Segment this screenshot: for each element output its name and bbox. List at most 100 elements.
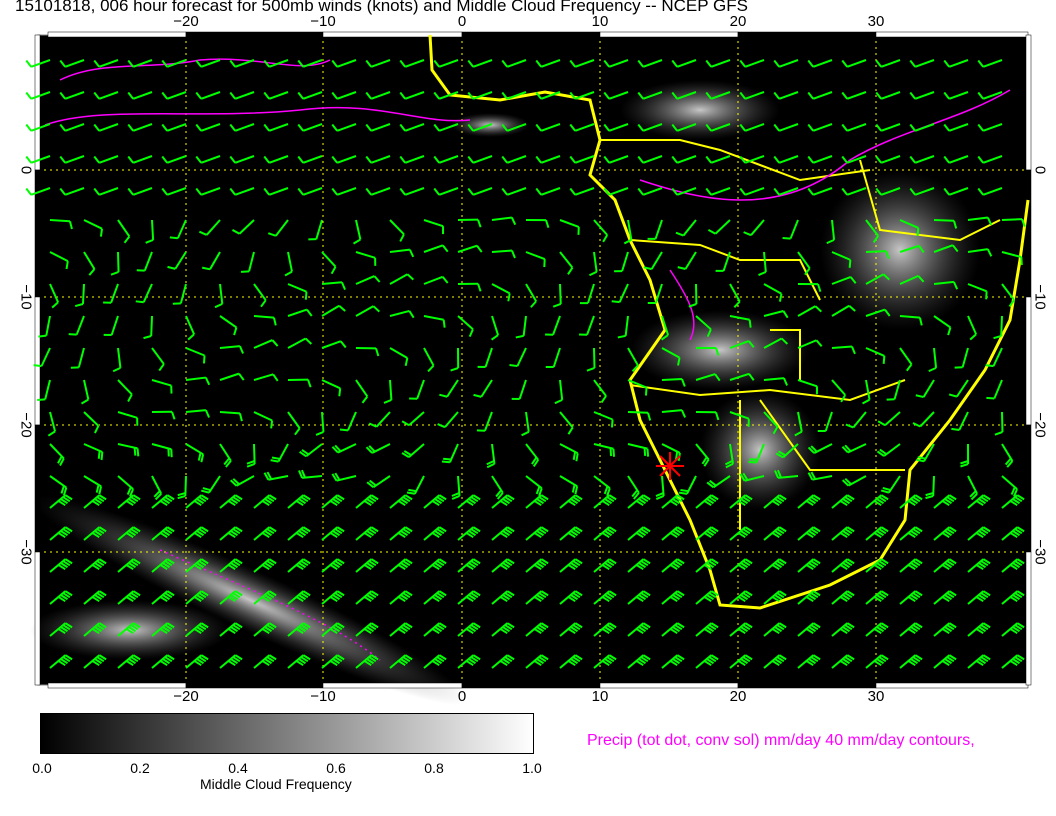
barb-staff (506, 91, 527, 100)
barb-feather (266, 656, 275, 663)
barb-staff (416, 379, 425, 400)
wind-barb (525, 590, 549, 605)
barb-feather (841, 187, 848, 196)
barb-feather (433, 187, 440, 196)
barb-staff (914, 91, 935, 100)
barb-feather (982, 590, 991, 597)
barb-feather (431, 500, 440, 507)
barb-feather (642, 622, 651, 629)
barb-staff (831, 526, 848, 541)
barb-staff (933, 347, 938, 368)
wind-barb (490, 315, 500, 341)
barb-feather (100, 451, 104, 461)
lon-scale-bar (461, 682, 601, 689)
wind-barb (841, 187, 867, 196)
barb-staff (661, 475, 665, 497)
barb-feather (978, 626, 987, 633)
barb-feather (229, 91, 236, 100)
barb-staff (559, 622, 576, 637)
barb-feather (472, 590, 481, 597)
barb-staff (1001, 443, 1014, 462)
barb-feather (907, 564, 916, 571)
barb-feather (846, 622, 855, 629)
barb-staff (301, 475, 323, 479)
wind-barb (491, 526, 515, 541)
barb-feather (128, 658, 137, 665)
barb-feather (59, 187, 66, 196)
barb-staff (813, 443, 833, 454)
barb-staff (831, 379, 846, 396)
barb-feather (880, 558, 889, 565)
barb-feather (60, 594, 69, 601)
barb-staff (166, 123, 187, 132)
barb-feather (873, 532, 882, 539)
barb-feather (948, 590, 957, 597)
barb-staff (185, 558, 202, 573)
wind-barb (263, 187, 289, 196)
barb-feather (193, 532, 202, 539)
wind-barb (457, 622, 481, 637)
barb-staff (472, 59, 493, 68)
barb-feather (669, 532, 678, 539)
barb-feather (846, 494, 855, 501)
wind-barb (467, 123, 493, 132)
barb-feather (234, 494, 243, 501)
barb-feather (198, 496, 207, 503)
barb-staff (219, 558, 236, 573)
barb-feather (567, 628, 576, 635)
wind-barb (603, 123, 629, 132)
barb-feather (25, 187, 32, 196)
barb-staff (812, 91, 833, 100)
wind-barb (559, 654, 583, 669)
barb-feather (238, 345, 244, 354)
barb-feather (671, 155, 678, 164)
barb-staff (491, 622, 508, 637)
barb-feather (994, 431, 1003, 436)
barb-feather (441, 460, 451, 464)
barb-staff (83, 558, 100, 573)
barb-feather (918, 245, 925, 253)
barb-feather (948, 558, 957, 565)
barb-staff (75, 315, 85, 335)
barb-staff (219, 315, 237, 329)
barb-staff (64, 59, 85, 68)
barb-feather (705, 187, 712, 196)
barb-feather (96, 528, 105, 535)
barb-feather (941, 660, 950, 667)
wind-barb (695, 411, 720, 421)
wind-barb (83, 494, 107, 509)
barb-staff (370, 59, 391, 68)
barb-feather (499, 660, 508, 667)
barb-feather (229, 155, 236, 164)
wind-barb (763, 337, 789, 349)
barb-feather (127, 123, 134, 132)
barb-feather (57, 455, 63, 464)
wind-barb (103, 283, 119, 304)
barb-feather (538, 487, 543, 497)
wind-barb (185, 494, 209, 509)
barb-feather (486, 462, 495, 469)
barb-feather (710, 622, 719, 629)
barb-feather (633, 492, 640, 500)
wind-barb (219, 345, 244, 354)
barb-feather (261, 532, 270, 539)
barb-feather (873, 628, 882, 635)
wind-barb (229, 155, 255, 164)
barb-staff (315, 219, 323, 240)
barb-feather (608, 558, 617, 565)
barb-staff (151, 347, 165, 365)
barb-feather (467, 91, 474, 100)
barb-feather (671, 187, 678, 196)
barb-feather (1009, 628, 1018, 635)
barb-feather (334, 496, 343, 503)
barb-feather (944, 658, 953, 665)
barb-staff (30, 187, 51, 196)
barb-feather (261, 596, 270, 603)
barb-feather (706, 658, 715, 665)
barb-feather (844, 592, 853, 599)
barb-staff (812, 155, 833, 164)
barb-feather (300, 624, 309, 631)
barb-feather (948, 622, 957, 629)
wind-barb (219, 622, 243, 637)
barb-staff (370, 91, 391, 100)
